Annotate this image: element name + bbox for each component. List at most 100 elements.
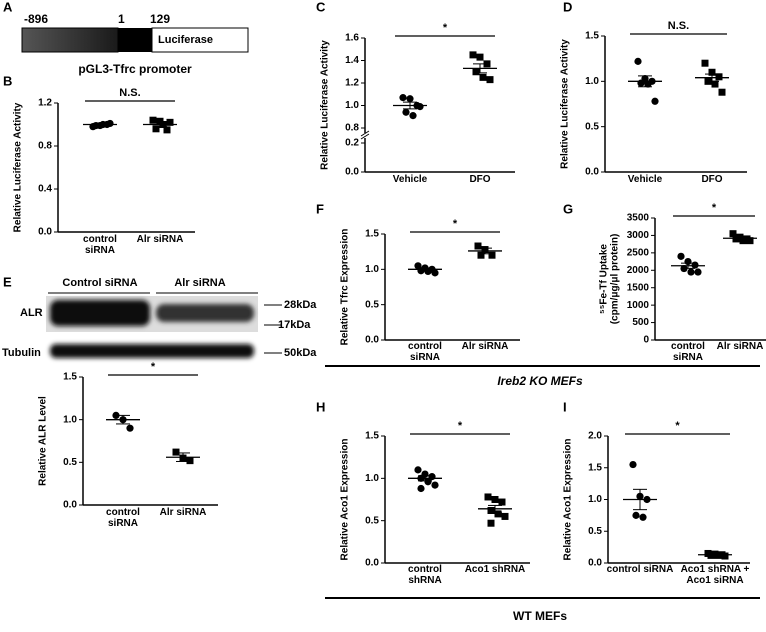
x-tick-label: Vehicle	[627, 174, 663, 185]
promoter-region	[21, 27, 119, 53]
y-tick-label: 0.8	[38, 141, 52, 152]
panel-letter: A	[3, 0, 13, 14]
y-tick-label: 0.0	[365, 335, 379, 346]
y-tick-label: 0.4	[38, 184, 52, 195]
y-axis-label: ⁵⁵Fe-Tf Uptake	[599, 244, 610, 314]
group-label: WT MEFs	[513, 609, 567, 623]
data-point	[488, 251, 496, 259]
error-bar	[478, 247, 492, 255]
x-tick-label: Alr siRNA	[159, 507, 207, 518]
kda-marker: 28kDa	[284, 299, 317, 311]
data-point	[732, 235, 740, 243]
y-tick-label: 3500	[627, 213, 650, 224]
y-tick-label: 2.0	[588, 431, 602, 442]
y-tick-label: 0.5	[588, 526, 602, 537]
blot-row: Tubulin	[2, 347, 41, 359]
data-point	[701, 59, 709, 67]
x-tick-label: DFO	[469, 174, 491, 185]
blot-group: Alr siRNA	[174, 277, 225, 289]
position-label: 1	[118, 12, 125, 26]
x-tick-label-box: Aco1 shRNA	[464, 564, 526, 575]
significance-label: *	[443, 22, 448, 34]
y-tick-label: 2000	[627, 265, 650, 276]
x-tick-label: Alr siRNA	[716, 341, 764, 352]
data-point	[746, 237, 754, 245]
y-tick-label: 0.5	[365, 299, 379, 310]
data-point	[152, 125, 160, 133]
y-tick-label: 1.0	[365, 264, 379, 275]
y-tick-label: 0.0	[588, 558, 602, 569]
blot-bands	[50, 300, 254, 358]
data-point	[687, 268, 695, 276]
y-tick-label: 0.0	[345, 167, 359, 178]
data-point	[487, 519, 495, 527]
data-point	[494, 510, 502, 518]
data-point	[629, 460, 637, 469]
y-tick-label: 1.5	[588, 462, 602, 473]
y-axis-label: Relative Luciferase Activity	[13, 102, 24, 232]
panel-letter: E	[3, 274, 12, 289]
data-point	[637, 79, 645, 87]
x-tick-label-box: control siRNA	[606, 564, 674, 575]
x-tick-label: Aco1 shRNA	[464, 564, 526, 575]
y-tick-label: 1.5	[63, 372, 77, 383]
data-point	[691, 261, 699, 269]
panel-letter: D	[563, 0, 572, 14]
luciferase-box	[151, 27, 249, 53]
y-tick-label: 0.5	[365, 515, 379, 526]
data-point	[474, 242, 482, 250]
data-point	[414, 466, 422, 474]
data-point	[406, 95, 414, 103]
y-tick-label: 1.0	[365, 473, 379, 484]
y-tick-label: 3000	[627, 230, 650, 241]
y-tick-label: 2500	[627, 247, 650, 258]
significance-label: *	[675, 420, 680, 432]
error-bar	[473, 63, 487, 74]
x-tick-label: control shRNA	[408, 564, 442, 586]
y-tick-label: 1.5	[365, 229, 379, 240]
data-point	[708, 68, 716, 76]
y-tick-label: 1.5	[585, 31, 599, 42]
y-tick-label: 0.5	[63, 457, 77, 468]
error-bar	[638, 75, 652, 88]
panel-letter: C	[316, 0, 326, 14]
x-tick-label-box: Alr siRNA	[137, 234, 184, 245]
panel-letter: F	[316, 201, 324, 216]
promoter-caption: pGL3-Tfrc promoter	[78, 62, 192, 76]
data-point	[409, 112, 417, 120]
data-point	[491, 496, 499, 503]
x-tick-label-box: DFO	[701, 174, 722, 185]
error-bar	[153, 121, 167, 128]
y-axis-label: Relative Luciferase Activity	[560, 39, 571, 169]
data-point	[469, 51, 477, 59]
axis-break	[360, 130, 370, 137]
x-tick-label: control siRNA	[606, 564, 674, 575]
x-tick-label: control siRNA	[671, 341, 705, 363]
error-bar	[116, 414, 130, 425]
data-point	[718, 88, 726, 96]
x-tick-label: control siRNA	[106, 507, 140, 529]
data-point	[477, 251, 485, 259]
data-point	[486, 76, 494, 84]
y-tick-label: 1.0	[585, 76, 599, 87]
y-tick-label: 500	[632, 317, 649, 328]
y-tick-label: 0.8	[345, 123, 359, 134]
error-bar	[708, 553, 722, 556]
data-point	[694, 268, 702, 276]
data-point	[149, 116, 157, 124]
kda-marker: 50kDa	[284, 347, 317, 359]
data-point	[677, 252, 685, 260]
y-tick-label: 1.6	[345, 33, 359, 44]
error-bar	[733, 236, 747, 241]
data-point	[402, 108, 410, 116]
data-point	[729, 230, 737, 238]
data-point	[172, 448, 180, 456]
data-point	[715, 73, 723, 81]
data-point	[476, 53, 484, 61]
data-point	[498, 498, 506, 506]
data-point	[417, 484, 425, 493]
y-axis-label: Relative Tfrc Expression	[340, 229, 351, 346]
data-point	[166, 118, 174, 126]
significance-label: *	[712, 202, 717, 214]
data-point	[632, 511, 640, 519]
